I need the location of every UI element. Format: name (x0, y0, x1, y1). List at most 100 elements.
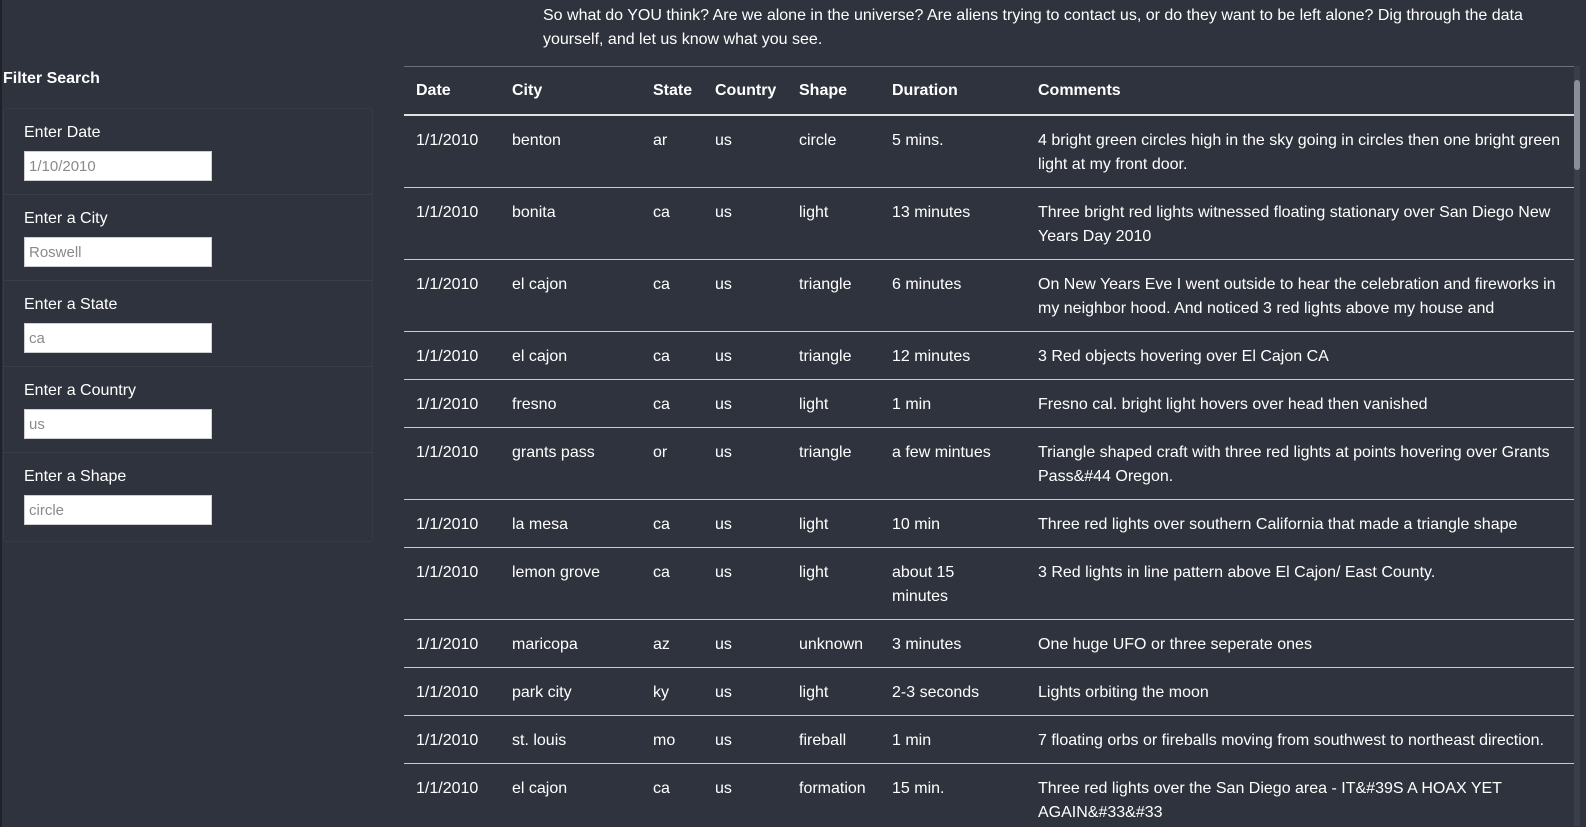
cell-state: ca (641, 259, 703, 332)
cell-duration: about 15 minutes (880, 547, 1026, 620)
cell-date: 1/1/2010 (404, 427, 500, 500)
left-edge-divider (0, 0, 2, 827)
intro-paragraph: So what do YOU think? Are we alone in th… (543, 7, 1523, 48)
cell-country: us (703, 499, 787, 548)
cell-comments: 3 Red objects hovering over El Cajon CA (1026, 331, 1576, 380)
cell-country: us (703, 547, 787, 620)
header-state: State (641, 67, 703, 116)
cell-comments: On New Years Eve I went outside to hear … (1026, 259, 1576, 332)
table-row: 1/1/2010 benton ar us circle 5 mins. 4 bright … (404, 115, 1576, 188)
table-row: 1/1/2010 la mesa ca us light 10 min Three red … (404, 499, 1576, 548)
cell-state: mo (641, 715, 703, 764)
cell-state: ca (641, 331, 703, 380)
cell-duration: 12 minutes (880, 331, 1026, 380)
cell-city: grants pass (500, 427, 641, 500)
cell-city: park city (500, 667, 641, 716)
cell-shape: light (787, 499, 880, 548)
cell-duration: a few mintues (880, 427, 1026, 500)
country-input[interactable] (24, 409, 212, 439)
cell-date: 1/1/2010 (404, 715, 500, 764)
cell-comments: Triangle shaped craft with three red lig… (1026, 427, 1576, 500)
cell-city: el cajon (500, 331, 641, 380)
cell-state: ca (641, 547, 703, 620)
cell-country: us (703, 331, 787, 380)
ufo-table-container: Date City State Country Shape Duration C… (404, 66, 1576, 827)
cell-shape: light (787, 667, 880, 716)
cell-date: 1/1/2010 (404, 619, 500, 668)
table-row: 1/1/2010 el cajon ca us triangle 12 minutes 3 … (404, 331, 1576, 380)
filter-label-shape: Enter a Shape (24, 468, 127, 485)
filter-item-state: Enter a State (4, 281, 372, 367)
cell-shape: unknown (787, 619, 880, 668)
cell-city: fresno (500, 379, 641, 428)
table-row: 1/1/2010 lemon grove ca us light about 15 min… (404, 547, 1576, 620)
cell-shape: light (787, 547, 880, 620)
table-body: 1/1/2010 benton ar us circle 5 mins. 4 bright … (404, 115, 1576, 827)
cell-country: us (703, 715, 787, 764)
filter-item-shape: Enter a Shape (4, 453, 372, 539)
shape-input[interactable] (24, 495, 212, 525)
filter-search-title: Filter Search (3, 70, 100, 87)
cell-state: ca (641, 379, 703, 428)
table-row: 1/1/2010 grants pass or us triangle a few min… (404, 427, 1576, 500)
filter-label-date: Enter Date (24, 124, 101, 141)
cell-country: us (703, 379, 787, 428)
cell-comments: Three red lights over the San Diego area… (1026, 763, 1576, 827)
cell-duration: 13 minutes (880, 187, 1026, 260)
cell-country: us (703, 427, 787, 500)
city-input[interactable] (24, 237, 212, 267)
cell-country: us (703, 187, 787, 260)
cell-state: ca (641, 763, 703, 827)
cell-city: la mesa (500, 499, 641, 548)
cell-shape: triangle (787, 427, 880, 500)
vertical-scrollbar[interactable] (1574, 66, 1580, 826)
cell-date: 1/1/2010 (404, 667, 500, 716)
cell-country: us (703, 619, 787, 668)
cell-comments: 7 floating orbs or fireballs moving from… (1026, 715, 1576, 764)
cell-date: 1/1/2010 (404, 115, 500, 188)
table-row: 1/1/2010 el cajon ca us triangle 6 minutes On … (404, 259, 1576, 332)
cell-comments: One huge UFO or three seperate ones (1026, 619, 1576, 668)
header-country: Country (703, 67, 787, 116)
cell-city: st. louis (500, 715, 641, 764)
cell-city: lemon grove (500, 547, 641, 620)
scrollbar-thumb[interactable] (1574, 80, 1580, 170)
cell-state: ky (641, 667, 703, 716)
table-row: 1/1/2010 st. louis mo us fireball 1 min 7 floa… (404, 715, 1576, 764)
header-date: Date (404, 67, 500, 116)
cell-state: ca (641, 187, 703, 260)
cell-comments: Fresno cal. bright light hovers over hea… (1026, 379, 1576, 428)
filter-label-city: Enter a City (24, 210, 108, 227)
cell-comments: 4 bright green circles high in the sky g… (1026, 115, 1576, 188)
header-shape: Shape (787, 67, 880, 116)
cell-city: el cajon (500, 763, 641, 827)
cell-shape: fireball (787, 715, 880, 764)
cell-shape: triangle (787, 259, 880, 332)
cell-country: us (703, 115, 787, 188)
cell-duration: 1 min (880, 715, 1026, 764)
cell-country: us (703, 667, 787, 716)
cell-city: bonita (500, 187, 641, 260)
cell-state: az (641, 619, 703, 668)
table-header-row: Date City State Country Shape Duration C… (404, 67, 1576, 116)
cell-duration: 15 min. (880, 763, 1026, 827)
date-input[interactable] (24, 151, 212, 181)
cell-comments: Lights orbiting the moon (1026, 667, 1576, 716)
cell-comments: Three bright red lights witnessed floati… (1026, 187, 1576, 260)
cell-country: us (703, 763, 787, 827)
table-row: 1/1/2010 fresno ca us light 1 min Fresno cal. … (404, 379, 1576, 428)
filter-panel: Enter Date Enter a City Enter a State En… (3, 108, 373, 542)
filter-item-date: Enter Date (4, 109, 372, 195)
filter-label-state: Enter a State (24, 296, 118, 313)
cell-shape: triangle (787, 331, 880, 380)
cell-duration: 6 minutes (880, 259, 1026, 332)
ufo-sightings-table: Date City State Country Shape Duration C… (404, 67, 1576, 827)
state-input[interactable] (24, 323, 212, 353)
cell-duration: 5 mins. (880, 115, 1026, 188)
table-row: 1/1/2010 maricopa az us unknown 3 minutes One … (404, 619, 1576, 668)
cell-comments: 3 Red lights in line pattern above El Ca… (1026, 547, 1576, 620)
filter-item-country: Enter a Country (4, 367, 372, 453)
cell-date: 1/1/2010 (404, 547, 500, 620)
cell-state: or (641, 427, 703, 500)
